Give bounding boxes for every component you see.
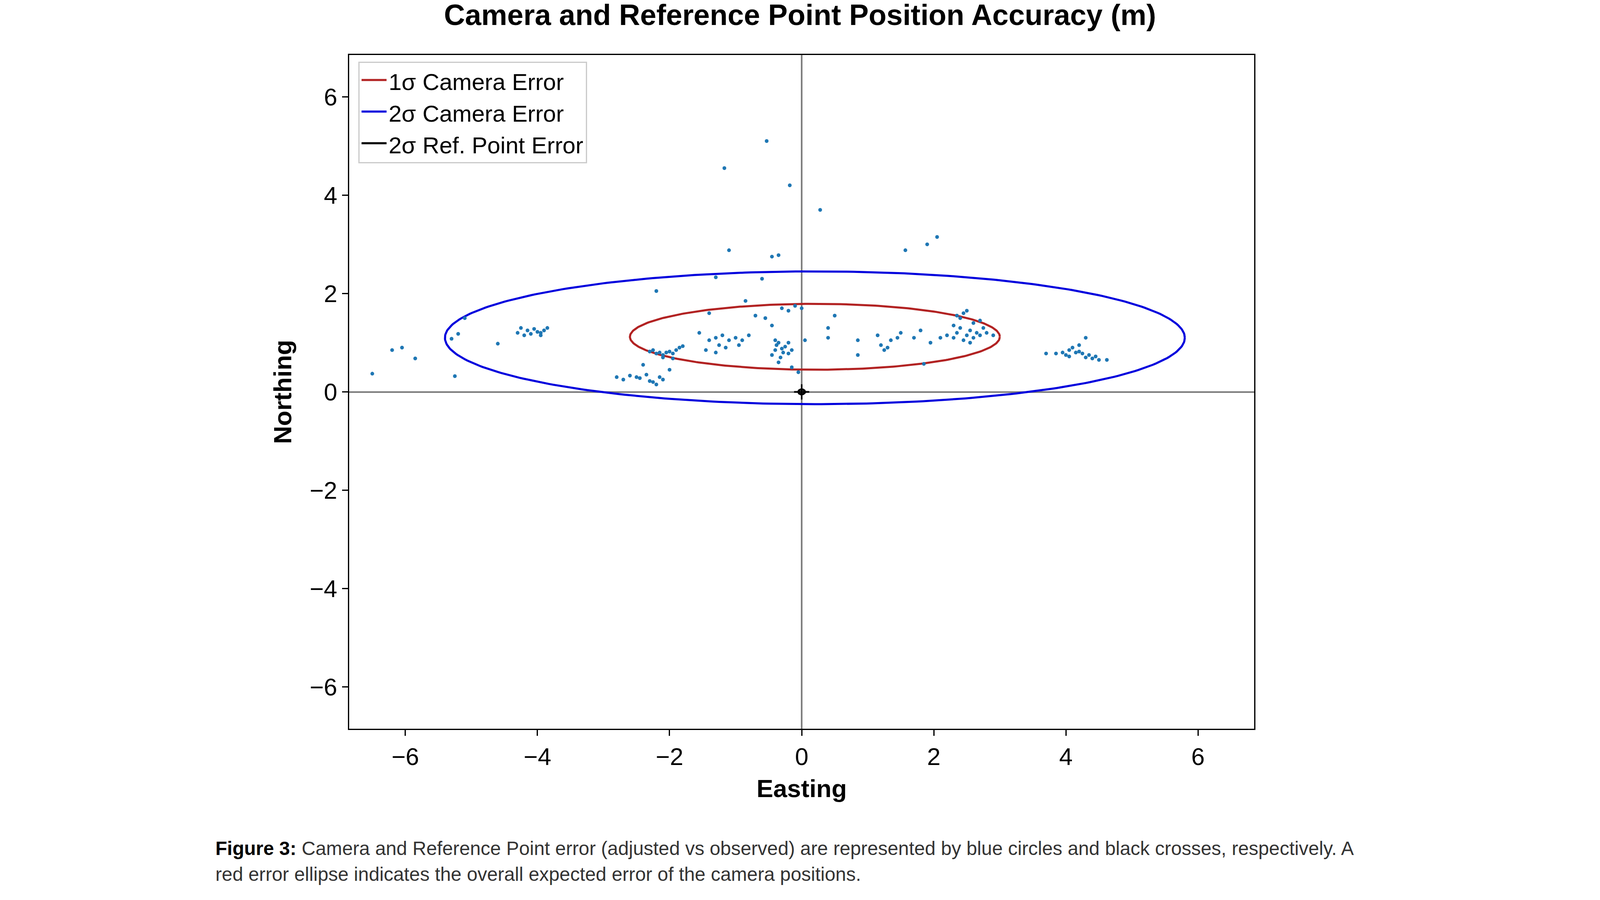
svg-text:−2: −2 bbox=[655, 742, 684, 770]
svg-text:2: 2 bbox=[323, 280, 338, 308]
svg-text:2: 2 bbox=[927, 742, 941, 770]
svg-text:−4: −4 bbox=[523, 742, 552, 770]
html-text:Figure 3: Camera and Reference: Figure 3: Camera and Reference Point err… bbox=[215, 837, 1353, 886]
svg-text:4: 4 bbox=[1059, 742, 1073, 770]
svg-text:Northing: Northing bbox=[268, 340, 297, 445]
svg-text:−6: −6 bbox=[309, 673, 338, 701]
svg-text:1σ Camera Error: 1σ Camera Error bbox=[388, 68, 564, 95]
svg-text:2σ Ref. Point Error: 2σ Ref. Point Error bbox=[388, 132, 584, 159]
svg-text:−6: −6 bbox=[391, 742, 420, 770]
svg-text:6: 6 bbox=[1191, 742, 1205, 770]
svg-text:6: 6 bbox=[323, 83, 338, 111]
svg-text:4: 4 bbox=[323, 181, 338, 209]
svg-text:Camera and Reference Point Pos: Camera and Reference Point Position Accu… bbox=[443, 0, 1156, 32]
svg-text:−2: −2 bbox=[309, 476, 338, 504]
svg-text:0: 0 bbox=[323, 378, 338, 406]
svg-text:2σ Camera Error: 2σ Camera Error bbox=[388, 100, 564, 127]
svg-text:0: 0 bbox=[795, 742, 809, 770]
svg-text:−4: −4 bbox=[309, 575, 338, 603]
svg-text:Easting: Easting bbox=[756, 774, 848, 803]
